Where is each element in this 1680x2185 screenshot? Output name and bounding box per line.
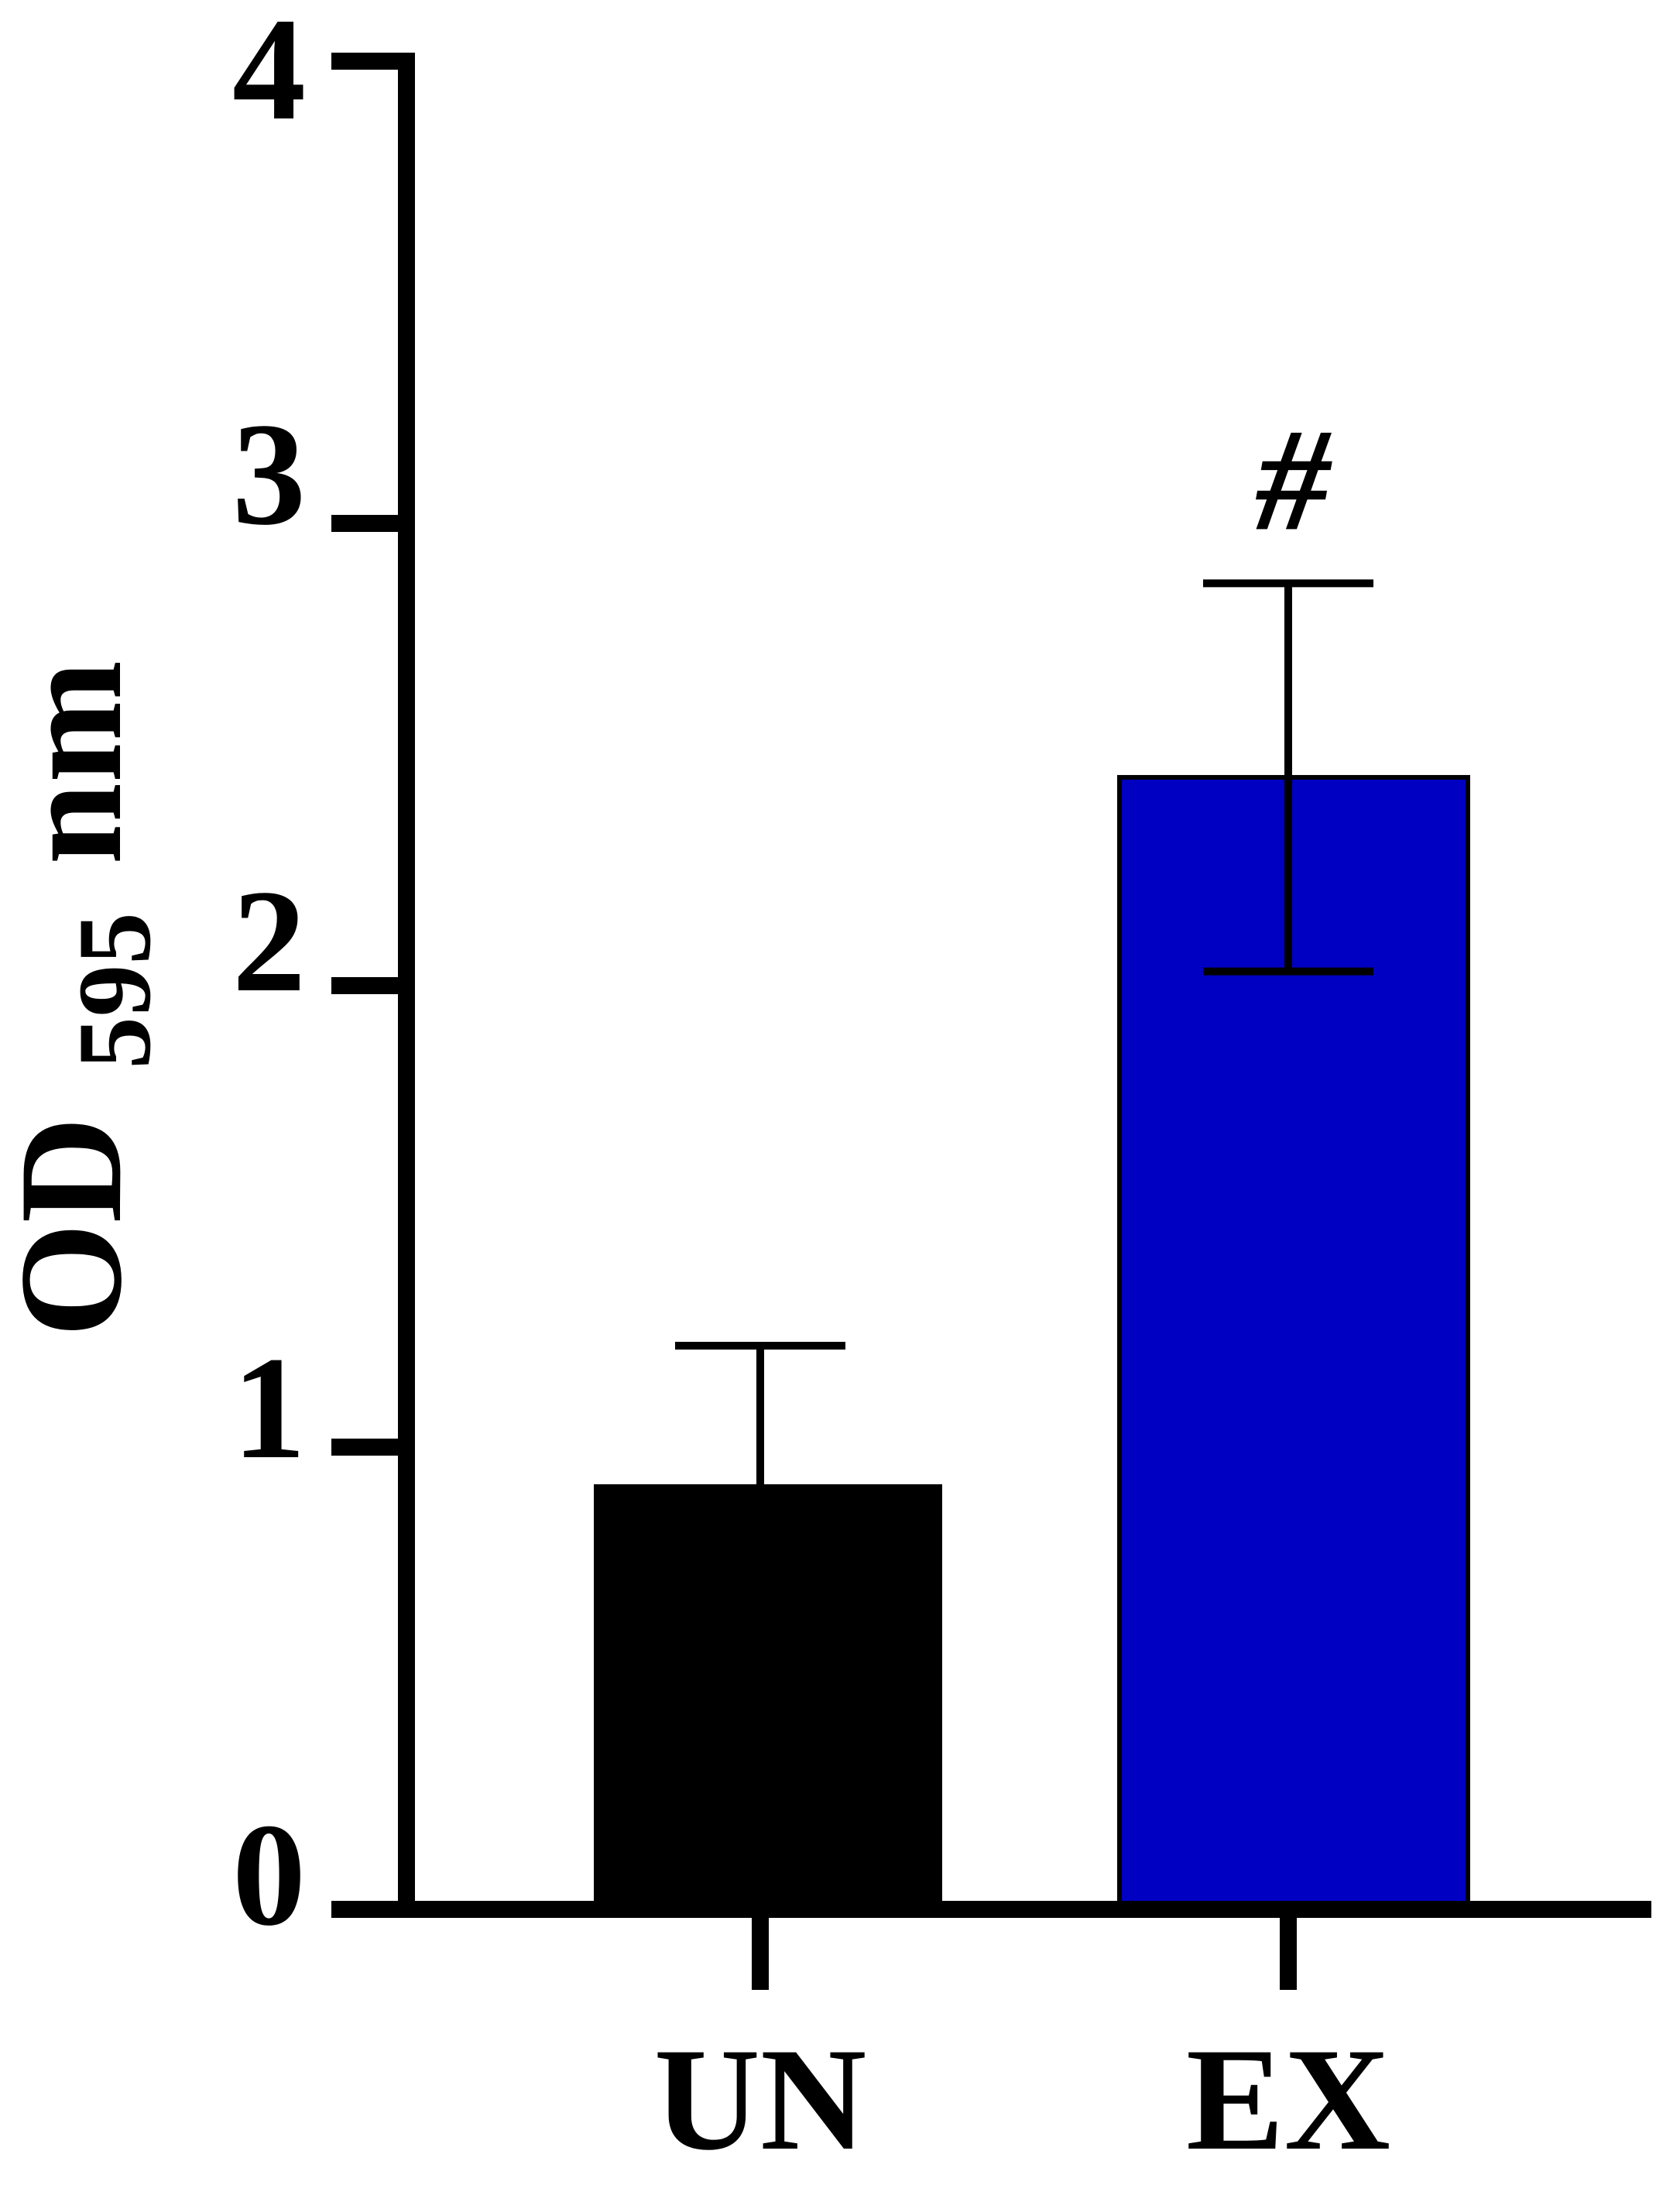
bar-ex — [1117, 774, 1470, 1912]
error-bars — [675, 579, 1373, 1484]
y-tick-label-3: 3 — [232, 393, 306, 556]
x-tick-label-un: UN — [654, 2019, 866, 2181]
x-tick-label-ex: EX — [1186, 2019, 1390, 2181]
y-tick-label-4: 4 — [232, 0, 306, 151]
y-axis-label-main: OD — [0, 1117, 153, 1337]
y-tick-labels: 0 1 2 3 4 — [232, 0, 306, 1957]
y-tick-label-1: 1 — [232, 1327, 306, 1490]
significance-marker-ex: # — [1256, 399, 1333, 561]
bar-un — [594, 1484, 942, 1909]
y-axis-label: OD 595 nm — [0, 660, 182, 1337]
y-axis-label-subscript: 595 — [57, 912, 173, 1069]
y-axis-label-unit: nm — [0, 660, 153, 865]
y-tick-label-2: 2 — [232, 860, 306, 1023]
y-tick-label-0: 0 — [232, 1794, 306, 1957]
bars — [594, 774, 1470, 1912]
x-tick-labels: UN EX — [654, 2019, 1390, 2181]
axes — [331, 53, 1651, 1990]
